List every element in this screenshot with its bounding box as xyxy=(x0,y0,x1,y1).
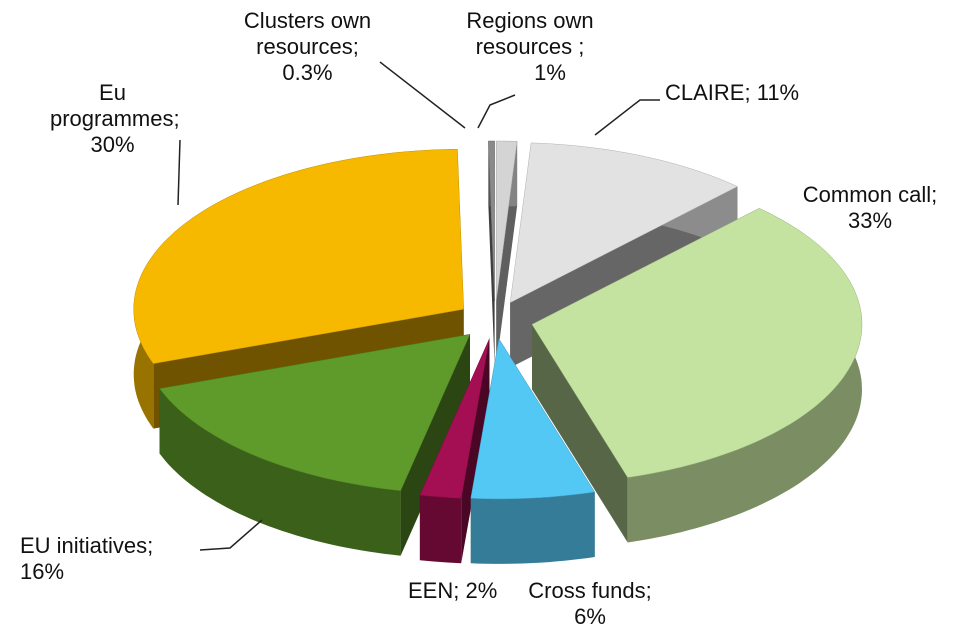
leader-line xyxy=(379,61,466,129)
slice-value: 6% xyxy=(574,604,606,629)
slice-value: 30% xyxy=(90,132,135,157)
slice-name: EU initiatives; xyxy=(20,533,154,558)
slice xyxy=(531,208,863,478)
slice-value: 11% xyxy=(756,80,800,105)
slice xyxy=(470,338,596,500)
slice-wall xyxy=(159,388,401,556)
data-label: EU initiatives; 16% xyxy=(20,533,153,585)
slice xyxy=(419,338,490,499)
slice-wall xyxy=(470,492,595,564)
slice-name: Eu programmes; xyxy=(50,80,180,131)
slice-wall xyxy=(419,495,462,564)
slice-value: 1% xyxy=(534,60,566,85)
data-label: EEN; 2% xyxy=(408,578,497,604)
slice-value: 16% xyxy=(20,559,65,584)
data-label: Eu programmes; 30% xyxy=(50,80,180,158)
slice xyxy=(159,333,471,491)
slice-name: Regions own resources ; xyxy=(466,8,594,59)
slice xyxy=(133,149,464,364)
slice xyxy=(509,142,738,304)
slice-value: 33% xyxy=(847,208,893,233)
slices xyxy=(133,140,863,564)
leader-line xyxy=(199,519,263,551)
leader-lines xyxy=(177,61,660,551)
data-label: CLAIRE; 11% xyxy=(665,80,799,106)
leader-line xyxy=(477,94,516,129)
slice-name: Clusters own resources; xyxy=(243,8,372,59)
slice xyxy=(488,140,495,302)
data-label: Common call; 33% xyxy=(785,182,955,234)
slice-name: CLAIRE; xyxy=(665,80,751,105)
slice xyxy=(495,140,518,302)
data-label: Clusters own resources; 0.3% xyxy=(225,8,390,86)
data-label: Regions own resources ; 1% xyxy=(460,8,600,86)
slice-name: EEN; xyxy=(408,578,460,603)
slice-name: Common call; xyxy=(802,182,938,207)
slice-value: 0.3% xyxy=(282,60,333,85)
slice-side xyxy=(532,324,628,543)
slice-value: 2% xyxy=(465,578,498,603)
leader-line xyxy=(177,139,181,206)
leader-line xyxy=(594,99,660,136)
slice-name: Cross funds; xyxy=(528,578,652,603)
data-label: Cross funds; 6% xyxy=(510,578,670,630)
